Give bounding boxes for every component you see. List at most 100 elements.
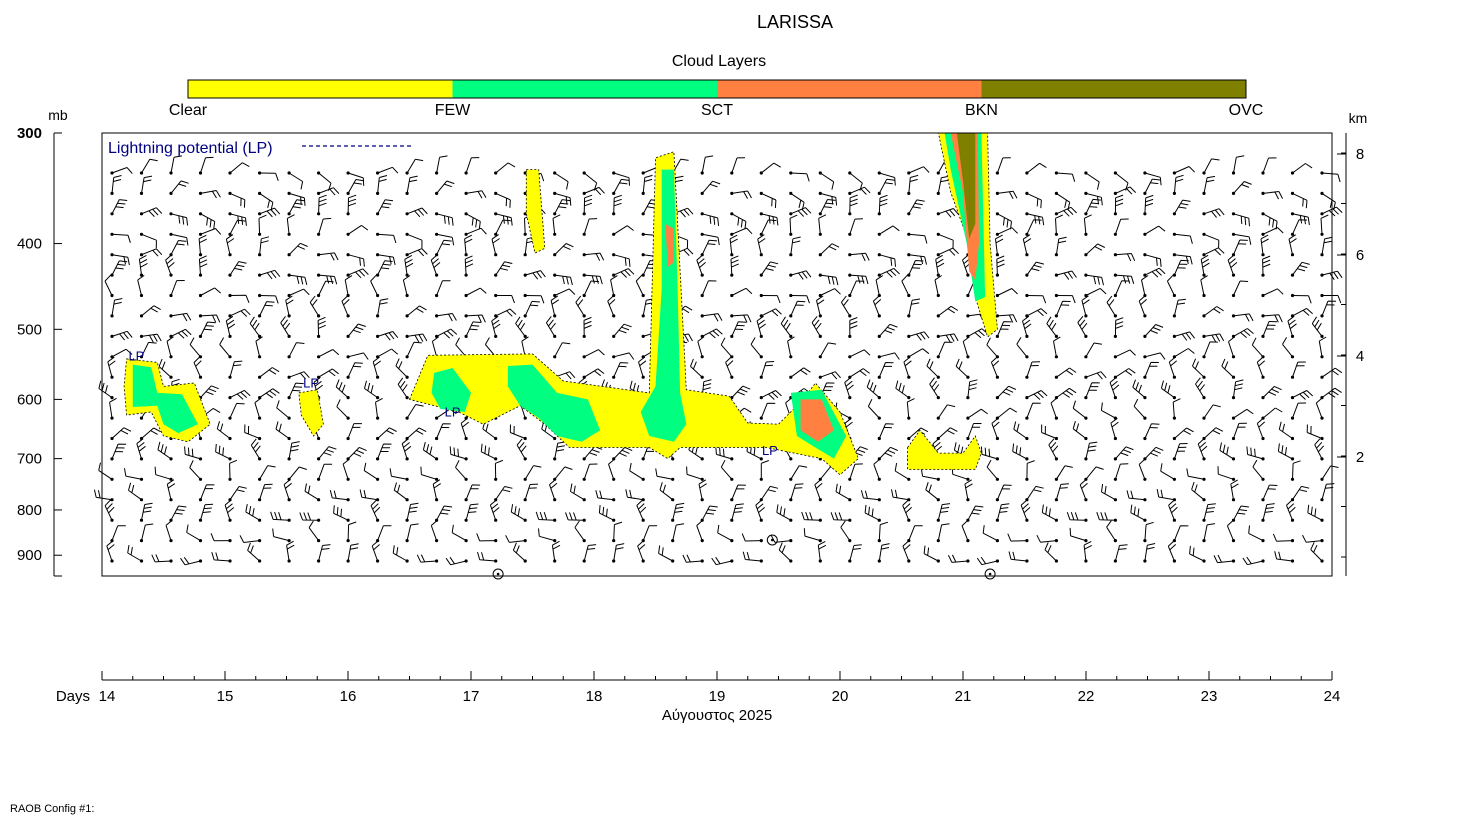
wind-barb bbox=[1085, 371, 1107, 380]
wind-barb bbox=[347, 194, 357, 214]
wind-barb bbox=[995, 234, 1004, 255]
wind-barb bbox=[1160, 380, 1175, 399]
wind-barb-station bbox=[287, 396, 291, 400]
wind-barb-station bbox=[1261, 436, 1265, 441]
wind-barb-station bbox=[228, 355, 232, 359]
wind-barb bbox=[908, 254, 927, 265]
wind-barb-station bbox=[1054, 355, 1058, 359]
wind-barb-station bbox=[376, 334, 380, 338]
wind-barb bbox=[1274, 551, 1293, 562]
wind-barb bbox=[127, 545, 142, 562]
wind-barb-station bbox=[789, 191, 793, 195]
wind-barb-station bbox=[169, 191, 173, 195]
wind-barb-station bbox=[789, 273, 793, 277]
wind-barb-station bbox=[789, 518, 793, 522]
wind-barb bbox=[1203, 247, 1225, 256]
wind-barb-station bbox=[110, 416, 114, 420]
wind-barb bbox=[170, 155, 182, 174]
legend-label-bkn: BKN bbox=[965, 102, 998, 119]
wind-barb bbox=[1115, 274, 1135, 284]
wind-barb-station bbox=[641, 232, 645, 236]
wind-barb bbox=[464, 255, 474, 276]
wind-barb bbox=[1160, 463, 1175, 480]
wind-barb-station bbox=[848, 355, 852, 359]
wind-barb bbox=[908, 260, 924, 276]
wind-barb-station bbox=[258, 416, 262, 420]
wind-barb bbox=[98, 462, 113, 480]
wind-barb-station bbox=[553, 498, 557, 502]
wind-barb-station bbox=[936, 416, 940, 420]
wind-barb-station bbox=[1290, 416, 1295, 420]
wind-barb-station bbox=[1320, 518, 1324, 522]
wind-barb-station bbox=[1172, 457, 1176, 461]
wind-barb-station bbox=[1084, 518, 1088, 522]
wind-barb bbox=[629, 462, 644, 480]
wind-barb-station bbox=[287, 416, 291, 420]
wind-barb bbox=[849, 280, 865, 296]
wind-barb-station bbox=[228, 212, 232, 216]
wind-barb-station bbox=[612, 375, 616, 379]
wind-barb-station bbox=[346, 314, 350, 318]
wind-barb-station bbox=[1320, 355, 1324, 359]
wind-barb bbox=[790, 483, 804, 500]
wind-barb-station bbox=[1231, 293, 1236, 298]
wind-barb bbox=[377, 166, 399, 174]
wind-barb bbox=[495, 219, 511, 235]
wind-barb bbox=[1252, 459, 1264, 480]
wind-barb bbox=[840, 295, 851, 317]
wind-barb-station bbox=[464, 212, 468, 216]
wind-barb bbox=[1233, 233, 1252, 245]
wind-barb-station bbox=[287, 559, 291, 563]
wind-barb-station bbox=[169, 375, 173, 379]
wind-barb-station bbox=[759, 334, 763, 338]
wind-barb-station bbox=[1320, 416, 1324, 420]
wind-barb bbox=[937, 404, 956, 419]
wind-barb bbox=[613, 194, 622, 214]
wind-barb bbox=[878, 543, 890, 562]
wind-barb bbox=[200, 190, 221, 199]
wind-barb bbox=[229, 308, 251, 317]
wind-barb-station bbox=[1025, 253, 1029, 257]
wind-barb-station bbox=[1084, 436, 1088, 441]
wind-barb bbox=[318, 446, 337, 460]
wind-barb-station bbox=[582, 314, 586, 318]
wind-barb-station bbox=[1290, 559, 1295, 563]
wind-barb-station bbox=[1261, 498, 1265, 502]
legend-label-few: FEW bbox=[435, 102, 471, 119]
y-left-tick-label: 900 bbox=[17, 547, 42, 564]
wind-barb-station bbox=[1172, 518, 1176, 522]
wind-barb-station bbox=[1231, 232, 1236, 236]
wind-barb-station bbox=[730, 253, 734, 257]
wind-barb-station bbox=[582, 334, 586, 338]
wind-barb bbox=[608, 458, 615, 480]
wind-barb bbox=[849, 544, 862, 562]
wind-barb bbox=[778, 542, 792, 562]
wind-barb bbox=[200, 503, 214, 521]
wind-barb-station bbox=[494, 212, 498, 216]
wind-barb bbox=[1315, 397, 1323, 419]
wind-barb-station bbox=[1202, 334, 1206, 338]
wind-barb-station bbox=[1261, 212, 1265, 216]
wind-barb bbox=[554, 172, 569, 190]
wind-barb bbox=[1109, 377, 1120, 398]
wind-barb bbox=[790, 300, 806, 317]
wind-barb-station bbox=[1054, 212, 1058, 216]
wind-barb-station bbox=[139, 559, 144, 563]
wind-barb-station bbox=[877, 171, 881, 175]
wind-barb bbox=[920, 468, 939, 480]
wind-barb-station bbox=[907, 334, 911, 338]
wind-barb-station bbox=[966, 293, 970, 298]
wind-barb bbox=[849, 274, 869, 285]
wind-barb-station bbox=[1231, 355, 1236, 359]
wind-barb bbox=[1302, 534, 1323, 543]
wind-barb bbox=[1292, 307, 1313, 317]
wind-barb-station bbox=[1231, 212, 1236, 216]
wind-barb-station bbox=[228, 171, 232, 175]
wind-barb bbox=[229, 192, 246, 208]
wind-barb bbox=[524, 300, 540, 317]
wind-barb-station bbox=[376, 477, 380, 481]
wind-barb-station bbox=[936, 355, 940, 359]
wind-barb bbox=[342, 458, 350, 480]
wind-barb-station bbox=[435, 539, 439, 543]
